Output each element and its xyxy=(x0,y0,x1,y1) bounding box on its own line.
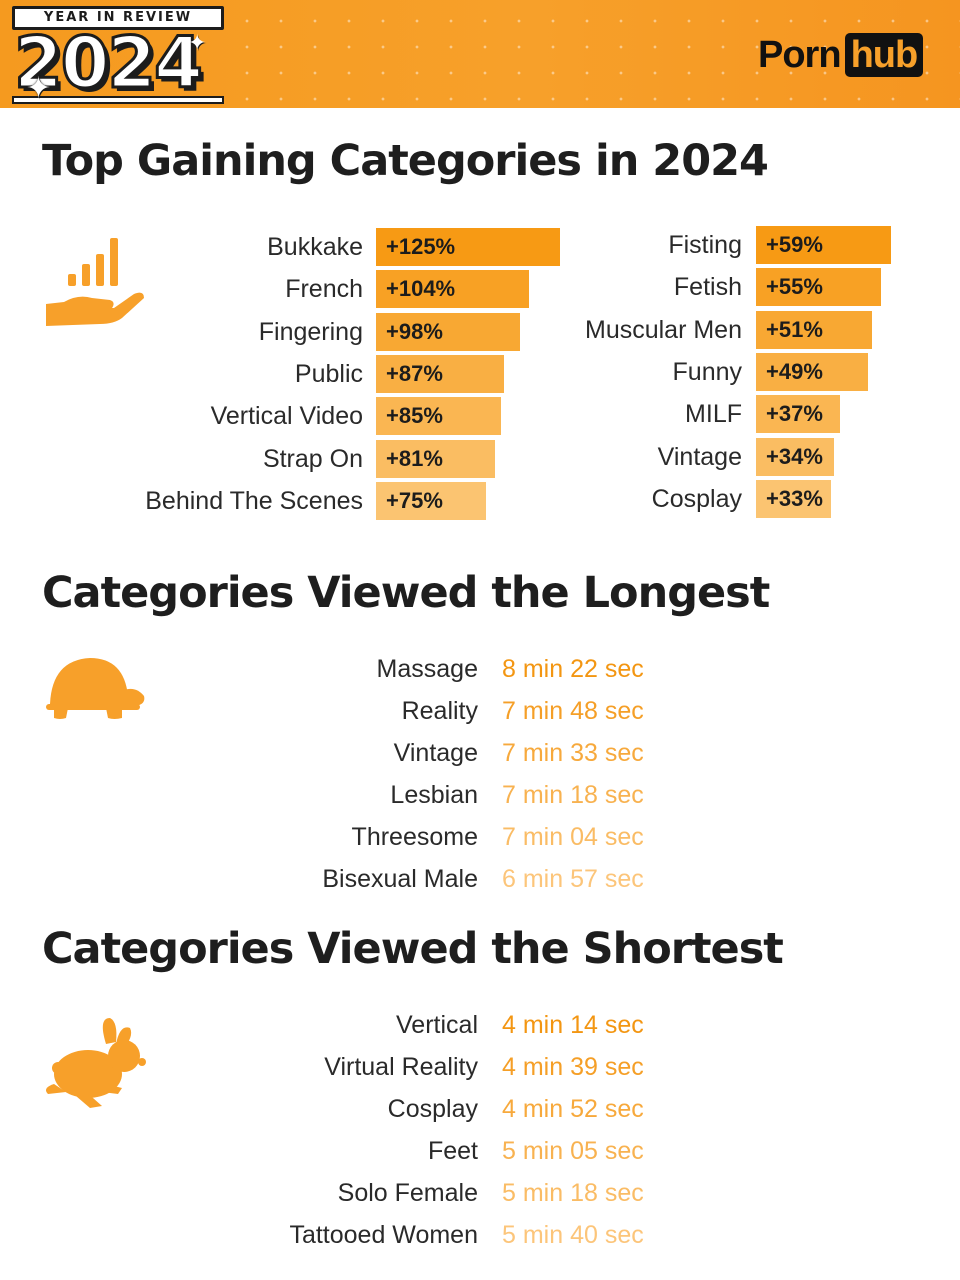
bar-value-label: +34% xyxy=(766,443,823,469)
bar-value-label: +59% xyxy=(766,232,823,257)
list-item-value: 5 min 40 sec xyxy=(502,1221,644,1249)
badge-caption: YEAR IN REVIEW xyxy=(12,6,224,30)
list-item-label: Vertical xyxy=(396,1011,478,1039)
bar xyxy=(756,395,840,434)
list-item-value: 8 min 22 sec xyxy=(502,655,644,683)
section-title-gaining: Top Gaining Categories in 2024 xyxy=(42,136,769,186)
bar-value-label: +87% xyxy=(386,360,443,386)
list-item-label: Vintage xyxy=(393,739,478,767)
bar-label: Fingering xyxy=(258,317,363,346)
growth-hand-icon xyxy=(46,238,144,326)
list-item-value: 6 min 57 sec xyxy=(502,865,644,893)
list-item-label: Feet xyxy=(427,1137,478,1165)
list-item-label: Threesome xyxy=(351,823,478,851)
list-item-value: 7 min 04 sec xyxy=(502,823,644,851)
list-item-label: Lesbian xyxy=(390,781,478,809)
bar-label: MILF xyxy=(685,400,742,429)
bar-value-label: +75% xyxy=(386,487,443,513)
logo-text-left: Porn xyxy=(758,33,842,76)
bar-label: Bukkake xyxy=(267,233,363,261)
badge-year: 2024 xyxy=(13,22,205,104)
bar-value-label: +33% xyxy=(766,485,823,511)
bar-label: Public xyxy=(294,359,363,388)
bar xyxy=(756,437,834,476)
list-item-value: 7 min 33 sec xyxy=(502,739,644,767)
bar-label: Funny xyxy=(672,357,742,386)
list-item-label: Cosplay xyxy=(387,1095,478,1123)
bar xyxy=(376,228,560,266)
bar xyxy=(376,270,529,309)
sparkle-icon-small: ✦ xyxy=(188,30,207,55)
badge-underline xyxy=(12,96,224,104)
bar-label: Fisting xyxy=(668,231,742,259)
logo-text-right: hub xyxy=(844,33,924,77)
list-item-value: 4 min 39 sec xyxy=(502,1053,644,1081)
bar-value-label: +37% xyxy=(766,401,823,427)
list-item-value: 4 min 14 sec xyxy=(502,1011,644,1039)
sparkle-icon: ✦ xyxy=(26,72,52,105)
list-item-label: Tattooed Women xyxy=(289,1221,478,1249)
bar-value-label: +81% xyxy=(386,445,443,471)
bar xyxy=(756,352,868,391)
list-item-label: Reality xyxy=(401,697,478,725)
bar-label: Cosplay xyxy=(651,484,742,513)
section-title-longest: Categories Viewed the Longest xyxy=(42,568,770,618)
bar-value-label: +51% xyxy=(766,316,823,342)
header-banner: YEAR IN REVIEW 2024 ✦ ✦ Porn hub xyxy=(0,0,960,108)
turtle-icon xyxy=(46,658,145,719)
bar xyxy=(376,397,501,436)
bar-value-label: +104% xyxy=(386,276,456,302)
bar xyxy=(376,481,486,520)
bar xyxy=(376,439,495,478)
bar-value-label: +98% xyxy=(386,318,443,344)
year-in-review-badge: YEAR IN REVIEW 2024 ✦ ✦ xyxy=(12,6,224,104)
list-item-value: 7 min 18 sec xyxy=(502,781,644,809)
bar-value-label: +49% xyxy=(766,358,823,384)
bar-label: French xyxy=(285,275,363,304)
bar xyxy=(756,310,872,349)
list-item-value: 5 min 18 sec xyxy=(502,1179,644,1207)
bar-label: Strap On xyxy=(262,444,363,473)
bar xyxy=(376,354,504,393)
bar-label: Vintage xyxy=(657,442,742,471)
bar-value-label: +85% xyxy=(386,403,443,429)
pornhub-logo[interactable]: Porn hub xyxy=(758,32,924,78)
bar xyxy=(756,479,831,518)
bar-label: Vertical Video xyxy=(210,402,363,431)
list-item-value: 5 min 05 sec xyxy=(502,1137,644,1165)
rabbit-icon xyxy=(46,1018,146,1108)
list-item-label: Solo Female xyxy=(337,1179,478,1207)
bar-label: Behind The Scenes xyxy=(145,486,363,515)
list-item-value: 4 min 52 sec xyxy=(502,1095,644,1123)
bar xyxy=(756,226,891,264)
section-title-shortest: Categories Viewed the Shortest xyxy=(42,924,784,974)
list-item-label: Massage xyxy=(376,655,478,683)
list-item-value: 7 min 48 sec xyxy=(502,697,644,725)
list-item-label: Bisexual Male xyxy=(322,865,478,893)
bar-value-label: +125% xyxy=(386,234,456,259)
bar-value-label: +55% xyxy=(766,274,823,300)
bar xyxy=(376,312,520,351)
header-dot-pattern xyxy=(220,0,960,108)
bar-label: Muscular Men xyxy=(585,315,742,344)
bar-label: Fetish xyxy=(673,273,742,302)
bar xyxy=(756,268,881,307)
list-item-label: Virtual Reality xyxy=(324,1053,478,1081)
